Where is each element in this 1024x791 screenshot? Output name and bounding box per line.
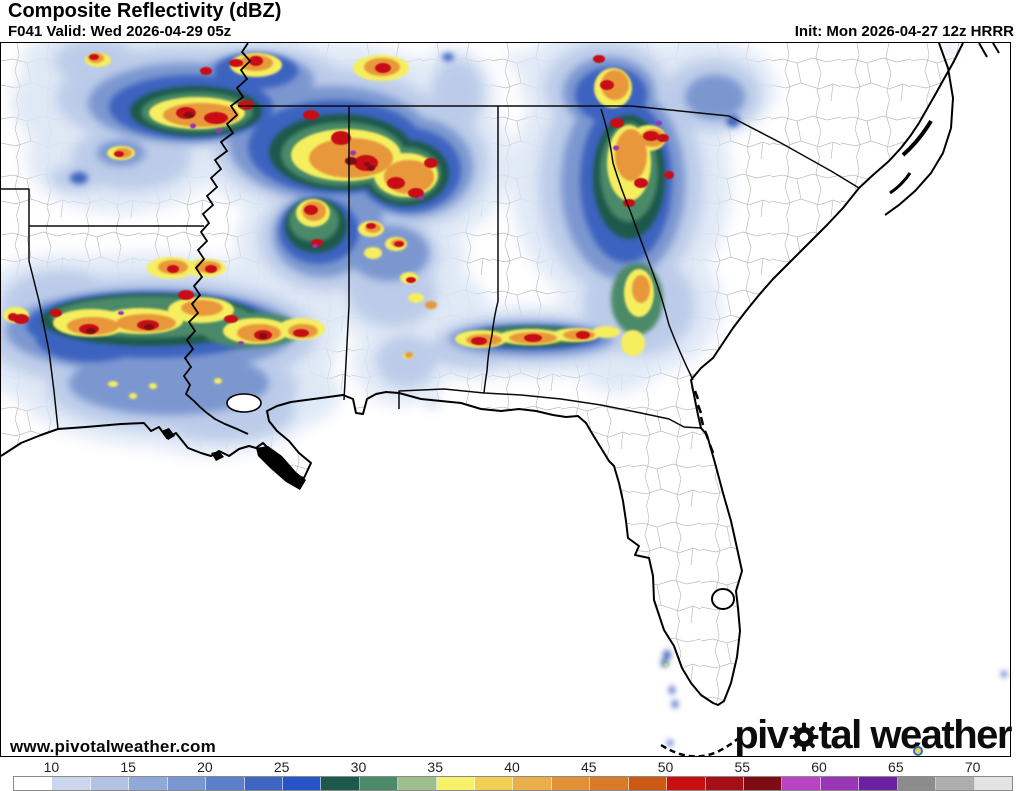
colorbar-tick: 20 xyxy=(197,759,213,775)
colorbar-tick: 40 xyxy=(504,759,520,775)
outer-banks xyxy=(884,43,1000,216)
colorbar-cell xyxy=(551,777,591,790)
state-borders xyxy=(1,105,860,430)
colorbar-tick: 55 xyxy=(734,759,751,775)
gear-icon xyxy=(789,719,819,759)
colorbar-cell xyxy=(705,777,745,790)
brand-logo: piv tal weather xyxy=(734,711,1012,759)
location-pin-icon xyxy=(913,746,923,756)
coastline xyxy=(1,43,964,706)
lakes xyxy=(226,393,735,610)
colorbar-cell xyxy=(359,777,399,790)
colorbar-cell xyxy=(90,777,130,790)
colorbar-cell xyxy=(590,777,629,790)
colorbar-tick: 30 xyxy=(350,759,367,775)
lake-okeechobee xyxy=(711,588,735,610)
colorbar-cell xyxy=(628,777,668,790)
colorbar-cell xyxy=(667,777,706,790)
logo-text-pre: piv xyxy=(734,713,789,757)
colorbar-cell xyxy=(782,777,821,790)
radar-map xyxy=(0,42,1011,757)
colorbar-tick: 50 xyxy=(657,759,674,775)
colorbar-cell xyxy=(974,777,1012,790)
colorbar-cell xyxy=(282,777,322,790)
delta-marsh xyxy=(161,428,306,490)
colorbar-cell xyxy=(513,777,552,790)
colorbar-cell xyxy=(129,777,168,790)
colorbar-cell xyxy=(167,777,207,790)
colorbar-tick: 45 xyxy=(580,759,597,775)
colorbar-tick: 25 xyxy=(273,759,290,775)
mississippi-river xyxy=(182,43,252,435)
colorbar-tick: 15 xyxy=(120,759,136,775)
colorbar-cell xyxy=(14,777,53,790)
colorbar-tick: 10 xyxy=(43,759,60,775)
colorbar-cell xyxy=(52,777,91,790)
colorbar-cell xyxy=(475,777,514,790)
colorbar-cell xyxy=(897,777,937,790)
barrier-islands xyxy=(693,390,715,454)
colorbar-cell xyxy=(936,777,975,790)
colorbar-cell xyxy=(744,777,783,790)
colorbar-tick: 70 xyxy=(964,759,981,775)
florida-keys xyxy=(660,735,742,756)
colorbar-cell xyxy=(820,777,860,790)
colorbar xyxy=(13,776,1013,791)
page-title: Composite Reflectivity (dBZ) xyxy=(8,0,282,22)
colorbar-cell xyxy=(244,777,283,790)
model-init-label: Init: Mon 2026-04-27 12z HRRR xyxy=(794,23,1014,40)
colorbar-ticks: 10 15 20 25 30 35 40 45 50 55 60 65 70 xyxy=(13,759,1011,775)
colorbar-tick: 60 xyxy=(811,759,827,775)
lake-pontchartrain xyxy=(226,393,262,413)
colorbar-cell xyxy=(206,777,245,790)
colorbar-cell xyxy=(436,777,476,790)
colorbar-tick: 65 xyxy=(888,759,904,775)
forecast-valid-label: F041 Valid: Wed 2026-04-29 05z xyxy=(8,23,232,40)
colorbar-cell xyxy=(321,777,360,790)
watermark-text: www.pivotalweather.com xyxy=(10,737,216,756)
colorbar-cell xyxy=(859,777,898,790)
colorbar-cell xyxy=(398,777,437,790)
colorbar-tick: 35 xyxy=(427,759,444,775)
